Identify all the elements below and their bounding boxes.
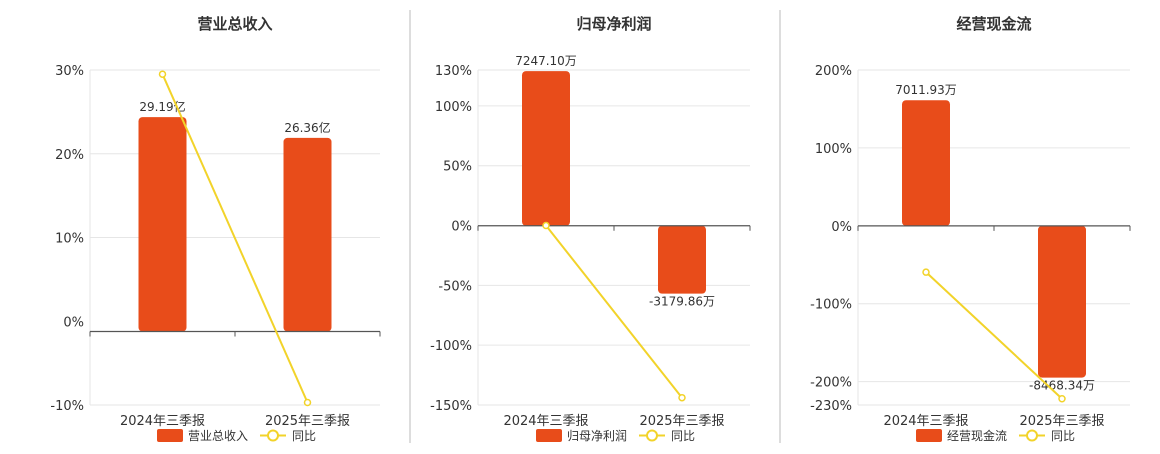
y-tick-label: 30% bbox=[55, 64, 84, 79]
x-category-label: 2025年三季报 bbox=[265, 414, 350, 429]
legend-bar-label: 经营现金流 bbox=[947, 428, 1007, 443]
bar bbox=[138, 117, 187, 332]
chart-title-2: 归母净利润 bbox=[576, 15, 651, 33]
bar-data-label: -3179.86万 bbox=[649, 295, 715, 309]
bar-data-label: 26.36亿 bbox=[284, 120, 330, 135]
bar bbox=[522, 71, 570, 226]
legend-line-marker bbox=[646, 429, 658, 442]
y-tick-label: 0% bbox=[63, 315, 84, 330]
yoy-point bbox=[303, 398, 312, 407]
legend-line-label: 同比 bbox=[292, 429, 316, 443]
y-tick-label: -100% bbox=[810, 298, 852, 313]
legend-bar-label: 营业总收入 bbox=[188, 429, 248, 443]
x-category-label: 2024年三季报 bbox=[120, 414, 205, 429]
x-category-label: 2024年三季报 bbox=[883, 414, 968, 429]
y-tick-label: 130% bbox=[435, 64, 472, 79]
legend-line-label: 同比 bbox=[1051, 429, 1075, 443]
legend-line-marker bbox=[267, 429, 279, 442]
yoy-point bbox=[158, 70, 167, 78]
x-category-label: 2025年三季报 bbox=[1019, 414, 1104, 429]
y-tick-label: -10% bbox=[50, 399, 84, 414]
legend-bar-swatch bbox=[536, 429, 562, 442]
legend-line-marker bbox=[1026, 429, 1038, 442]
yoy-line bbox=[925, 271, 1063, 400]
bar bbox=[902, 100, 950, 226]
yoy-point bbox=[1058, 395, 1066, 403]
bar-data-label: -8468.34万 bbox=[1029, 379, 1095, 393]
chart-title-3: 经营现金流 bbox=[956, 15, 1031, 33]
yoy-point bbox=[922, 268, 930, 276]
y-tick-label: -100% bbox=[430, 339, 472, 354]
legend-bar-label: 归母净利润 bbox=[567, 429, 627, 443]
bar bbox=[658, 225, 706, 294]
yoy-line bbox=[161, 73, 309, 403]
y-tick-label: -230% bbox=[810, 399, 852, 414]
y-tick-label: 200% bbox=[815, 64, 852, 79]
y-tick-label: -50% bbox=[438, 279, 472, 294]
bar bbox=[1038, 225, 1086, 378]
y-tick-label: -200% bbox=[810, 376, 852, 391]
legend-line-label: 同比 bbox=[671, 429, 695, 443]
bar-data-label: 7011.93万 bbox=[895, 83, 957, 97]
x-category-label: 2024年三季报 bbox=[503, 414, 588, 429]
y-tick-label: -150% bbox=[430, 399, 472, 414]
bar-data-label: 7247.10万 bbox=[515, 54, 577, 68]
y-tick-label: 20% bbox=[55, 148, 84, 163]
y-tick-label: 0% bbox=[451, 220, 472, 235]
x-category-label: 2025年三季报 bbox=[639, 414, 724, 429]
yoy-line bbox=[545, 224, 683, 399]
yoy-point bbox=[678, 393, 686, 402]
legend-bar-swatch bbox=[916, 429, 942, 442]
y-tick-label: 100% bbox=[435, 100, 472, 115]
yoy-point bbox=[542, 221, 550, 230]
y-tick-label: 10% bbox=[55, 232, 84, 247]
bar bbox=[283, 137, 332, 332]
legend-bar-swatch bbox=[157, 429, 183, 442]
y-tick-label: 0% bbox=[831, 220, 852, 235]
y-tick-label: 100% bbox=[815, 142, 852, 157]
chart-title-1: 营业总收入 bbox=[197, 15, 272, 33]
y-tick-label: 50% bbox=[443, 160, 472, 175]
